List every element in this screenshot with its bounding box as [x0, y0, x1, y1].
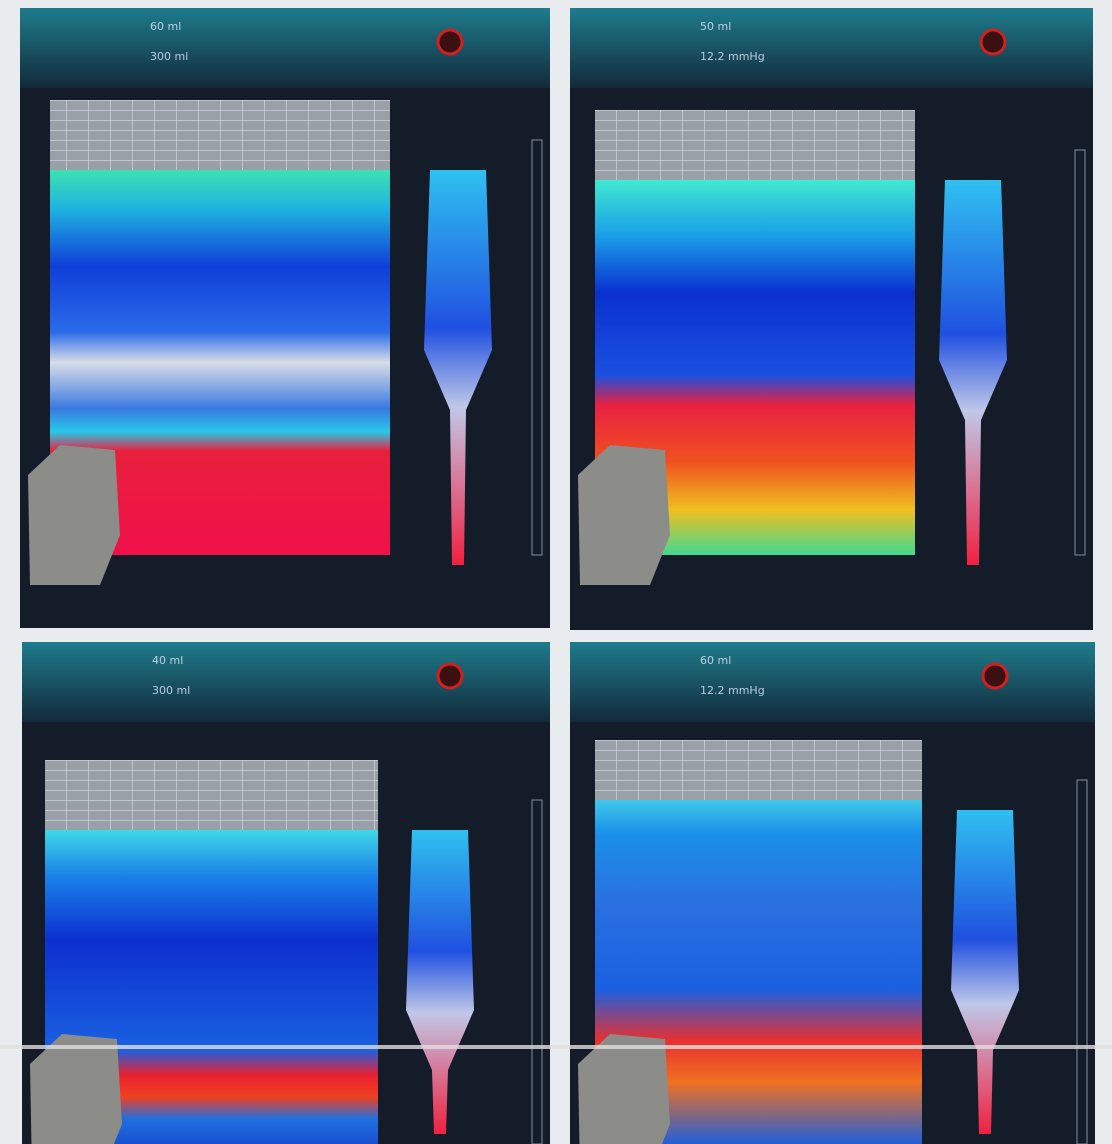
header-label: 50 ml	[700, 20, 731, 33]
grid-lines	[595, 110, 915, 180]
page: {"panels": [ {"labels": ["60 ml", "300 m…	[0, 0, 1112, 1144]
grid-lines	[45, 760, 378, 830]
collage: 60 ml 300 ml 50 ml 12.2 mmHg 40 ml 300 ml 60 m…	[0, 0, 1112, 1144]
grid-lines	[595, 740, 922, 800]
header-label: 40 ml	[152, 654, 183, 667]
probe-thumbnail	[578, 445, 670, 585]
header-label: 12.2 mmHg	[700, 684, 765, 697]
probe-thumbnail	[28, 445, 120, 585]
header-bar	[570, 642, 1095, 722]
header-bar	[20, 8, 550, 88]
grid-lines	[50, 100, 390, 170]
record-button	[983, 664, 1007, 688]
header-label: 60 ml	[700, 654, 731, 667]
header-bar	[22, 642, 550, 722]
record-button	[981, 30, 1005, 54]
header-label: 12.2 mmHg	[700, 50, 765, 63]
header-label: 300 ml	[150, 50, 188, 63]
header-bar	[570, 8, 1093, 88]
record-button	[438, 664, 462, 688]
record-button	[438, 30, 462, 54]
header-label: 60 ml	[150, 20, 181, 33]
header-label: 300 ml	[152, 684, 190, 697]
